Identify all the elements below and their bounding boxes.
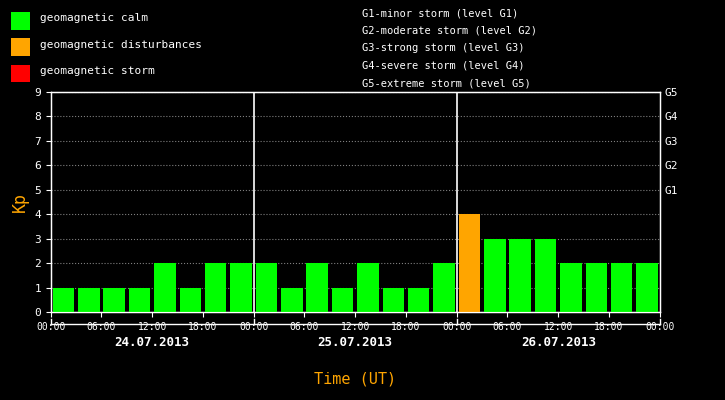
Bar — [611, 263, 632, 312]
Text: geomagnetic calm: geomagnetic calm — [40, 13, 148, 23]
Text: geomagnetic disturbances: geomagnetic disturbances — [40, 40, 202, 50]
Bar — [307, 263, 328, 312]
Bar — [383, 288, 404, 312]
Text: 24.07.2013: 24.07.2013 — [115, 336, 190, 349]
Bar — [586, 263, 607, 312]
Bar — [434, 263, 455, 312]
Bar — [231, 263, 252, 312]
Bar — [104, 288, 125, 312]
Bar — [408, 288, 429, 312]
Text: geomagnetic storm: geomagnetic storm — [40, 66, 154, 76]
Text: G4-severe storm (level G4): G4-severe storm (level G4) — [362, 61, 525, 71]
Y-axis label: Kp: Kp — [11, 192, 29, 212]
FancyBboxPatch shape — [10, 12, 30, 30]
Bar — [180, 288, 201, 312]
Bar — [459, 214, 480, 312]
Bar — [535, 239, 556, 312]
FancyBboxPatch shape — [10, 65, 30, 82]
Bar — [332, 288, 353, 312]
Bar — [78, 288, 99, 312]
Bar — [484, 239, 505, 312]
Bar — [53, 288, 74, 312]
Bar — [205, 263, 226, 312]
Bar — [281, 288, 302, 312]
Bar — [637, 263, 658, 312]
Text: 25.07.2013: 25.07.2013 — [318, 336, 393, 349]
Bar — [560, 263, 581, 312]
Bar — [256, 263, 277, 312]
Text: G3-strong storm (level G3): G3-strong storm (level G3) — [362, 43, 525, 53]
Text: G1-minor storm (level G1): G1-minor storm (level G1) — [362, 8, 519, 18]
Text: 26.07.2013: 26.07.2013 — [521, 336, 596, 349]
Bar — [129, 288, 150, 312]
Bar — [510, 239, 531, 312]
Text: G2-moderate storm (level G2): G2-moderate storm (level G2) — [362, 26, 537, 36]
Text: G5-extreme storm (level G5): G5-extreme storm (level G5) — [362, 78, 531, 88]
FancyBboxPatch shape — [10, 38, 30, 56]
Text: Time (UT): Time (UT) — [314, 372, 397, 387]
Bar — [357, 263, 378, 312]
Bar — [154, 263, 175, 312]
